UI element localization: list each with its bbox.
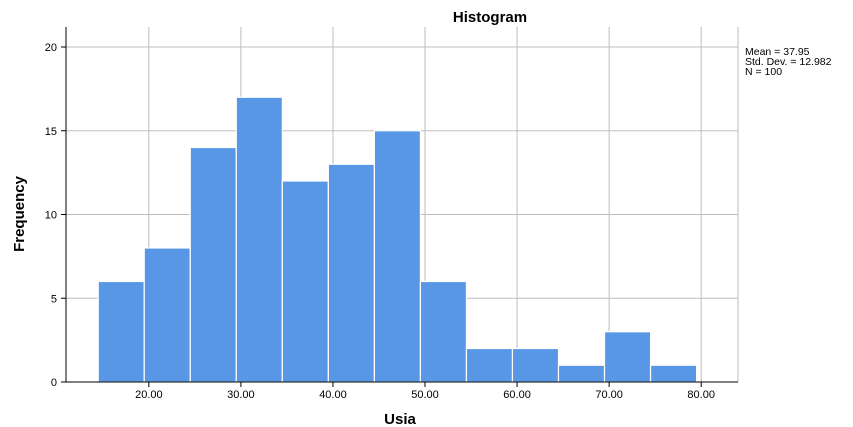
y-tick-label: 20 bbox=[45, 42, 57, 54]
x-tick-label: 50.00 bbox=[411, 389, 439, 401]
stat-n: N = 100 bbox=[745, 66, 782, 78]
y-tick-label: 5 bbox=[51, 293, 57, 305]
x-tick-label: 60.00 bbox=[503, 389, 531, 401]
histogram-bar bbox=[373, 130, 422, 383]
histogram-bar bbox=[97, 280, 145, 383]
chart-title: Histogram bbox=[453, 9, 527, 26]
x-tick-label: 20.00 bbox=[135, 389, 163, 401]
histogram-bar bbox=[557, 364, 606, 383]
bars-layer bbox=[97, 96, 698, 383]
stat-std-dev: Std. Dev. = 12.982 bbox=[745, 56, 832, 68]
histogram-bar bbox=[603, 331, 652, 383]
y-axis-title: Frequency bbox=[11, 175, 28, 252]
histogram-bar bbox=[649, 364, 698, 383]
tick-labels-layer: 0 5 10 15 20 20.00 30.00 40.00 50.00 60.00 70.00 80… bbox=[45, 42, 715, 401]
x-axis-title: Usia bbox=[384, 411, 416, 427]
x-tick-label: 40.00 bbox=[319, 389, 347, 401]
histogram-bar bbox=[143, 247, 191, 383]
x-tick-label: 80.00 bbox=[687, 389, 715, 401]
axes-layer bbox=[61, 27, 738, 387]
histogram-bar bbox=[327, 163, 375, 383]
histogram-bar bbox=[235, 96, 283, 383]
y-tick-label: 10 bbox=[45, 210, 57, 222]
y-tick-label: 15 bbox=[45, 126, 57, 138]
x-tick-label: 70.00 bbox=[595, 389, 623, 401]
histogram-bar bbox=[511, 347, 560, 383]
histogram-bar bbox=[419, 280, 468, 383]
histogram-bar bbox=[465, 347, 514, 383]
histogram-bar bbox=[189, 146, 237, 383]
y-tick-label: 0 bbox=[51, 377, 57, 389]
x-tick-label: 30.00 bbox=[227, 389, 255, 401]
histogram-bar bbox=[281, 180, 329, 383]
stat-mean: Mean = 37.95 bbox=[745, 46, 810, 58]
